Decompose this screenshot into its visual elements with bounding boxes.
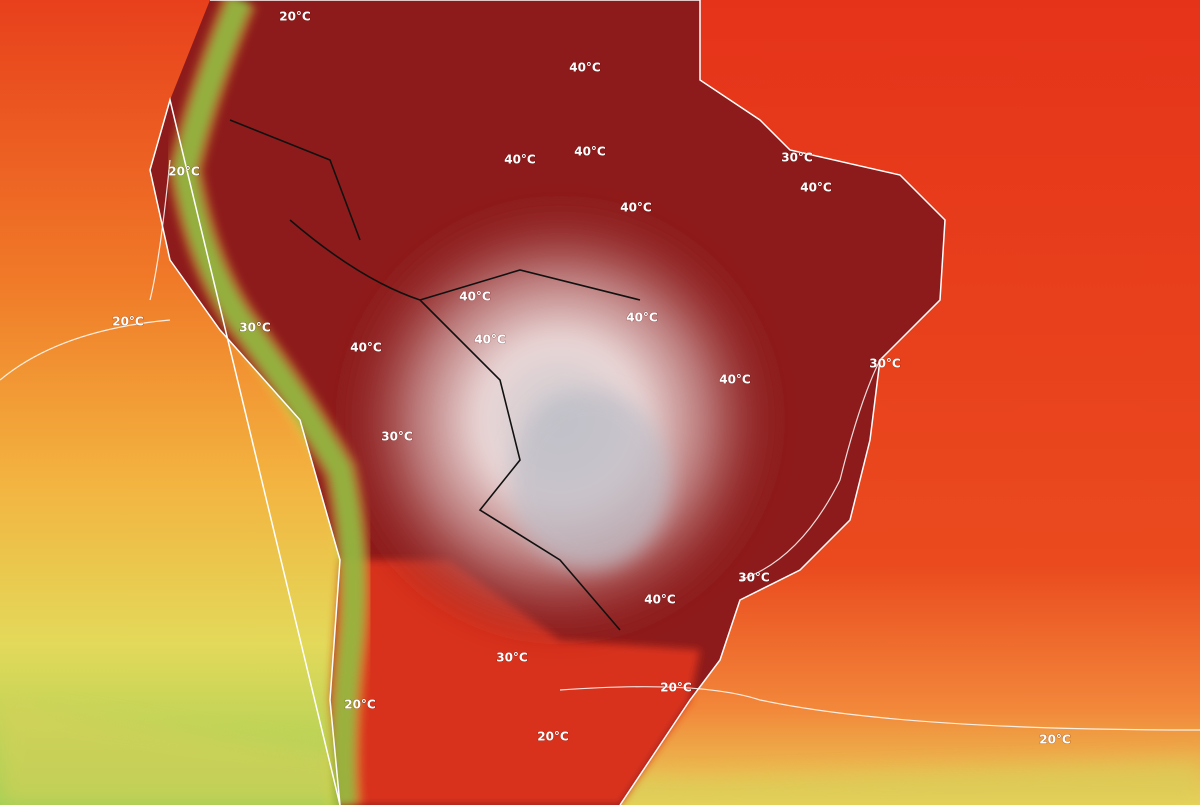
contour-label: 40°C xyxy=(504,153,536,167)
cool-band xyxy=(0,700,1200,805)
contour-labels: 20°C 40°C 40°C 40°C 30°C 40°C 40°C 20°C 40°C 40°C… xyxy=(112,9,1072,747)
contour-label: 20°C xyxy=(168,165,200,179)
contour-label: 30°C xyxy=(781,151,813,165)
contour-label: 40°C xyxy=(569,61,601,75)
contour-label: 40°C xyxy=(644,593,676,607)
contour-label: 40°C xyxy=(800,181,832,195)
hottest-core xyxy=(510,390,670,570)
isotherms xyxy=(0,159,1200,731)
contour-label: 40°C xyxy=(350,341,382,355)
andes-slope xyxy=(166,0,372,805)
contour-label: 20°C xyxy=(112,315,144,329)
contour-label: 20°C xyxy=(279,10,311,24)
contour-label: 30°C xyxy=(738,571,770,585)
borders xyxy=(229,119,641,631)
contour-label: 20°C xyxy=(1039,733,1071,747)
contour-label: 40°C xyxy=(626,311,658,325)
southern-plains xyxy=(330,560,700,805)
contour-label: 40°C xyxy=(474,333,506,347)
contour-label: 30°C xyxy=(869,357,901,371)
contour-label: 20°C xyxy=(660,681,692,695)
contour-label: 20°C xyxy=(537,730,569,744)
contour-label: 40°C xyxy=(574,145,606,159)
contour-label: 20°C xyxy=(344,698,376,712)
contour-label: 30°C xyxy=(496,651,528,665)
contour-label: 40°C xyxy=(459,290,491,304)
contour-label: 40°C xyxy=(719,373,751,387)
contour-label: 40°C xyxy=(620,201,652,215)
contour-label: 30°C xyxy=(381,430,413,444)
contour-label: 30°C xyxy=(239,321,271,335)
